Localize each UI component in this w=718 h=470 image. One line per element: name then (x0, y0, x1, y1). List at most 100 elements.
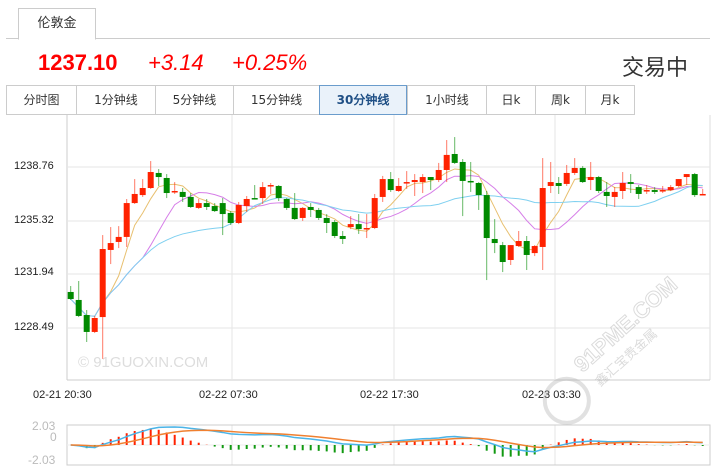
x-tick-label: 02-21 20:30 (33, 389, 92, 401)
candle-up (411, 180, 418, 183)
macd-tick-label: -2.03 (28, 453, 56, 467)
ma20-line (70, 184, 703, 317)
candle-down (67, 291, 74, 300)
trading-status: 交易中 (622, 56, 689, 81)
candle-down (483, 195, 490, 239)
candle-down (187, 196, 194, 207)
candle-up (379, 179, 386, 197)
candle-down (459, 161, 466, 181)
period-tab-day[interactable]: 日k (486, 85, 535, 115)
candle-down (595, 177, 602, 191)
candle-down (691, 174, 698, 196)
candle-down (499, 245, 506, 263)
candle-up (195, 203, 202, 208)
candle-down (203, 203, 210, 207)
period-tab-1min[interactable]: 1分钟线 (76, 85, 155, 115)
candle-down (211, 206, 218, 212)
candle-up (123, 203, 130, 237)
candle-down (75, 299, 82, 316)
candle-up (563, 172, 570, 184)
candle-up (147, 172, 154, 189)
y-tick-label: 1231.94 (14, 266, 54, 278)
candle-down (651, 190, 658, 192)
candle-down (291, 207, 298, 220)
candle-down (427, 177, 434, 181)
candle-down (307, 206, 314, 210)
ma10-line (70, 175, 703, 317)
candle-up (675, 179, 682, 186)
candle-up (139, 188, 146, 196)
watermark-91pme-logo: 91PME.COM 鑫汇宝贵金属 (542, 271, 683, 425)
x-tick-label: 02-23 03:30 (522, 389, 581, 401)
macd-dea-line (70, 429, 703, 449)
candle-up (243, 198, 250, 207)
candle-up (99, 249, 106, 318)
candle-up (659, 190, 666, 192)
price-change: +3.14 (148, 50, 204, 75)
candle-up (171, 190, 178, 193)
period-tab-15min[interactable]: 15分钟线 (233, 85, 319, 115)
candle-down (475, 182, 482, 196)
price-change-percent: +0.25% (232, 50, 308, 75)
y-tick-label: 1228.49 (14, 321, 54, 333)
period-tab-30min[interactable]: 30分钟线 (319, 85, 407, 115)
candle-down (627, 182, 634, 184)
macd-tick-label: 0 (50, 430, 57, 444)
candle-down (227, 212, 234, 223)
candle-down (315, 209, 322, 218)
y-tick-label: 1238.76 (14, 160, 54, 172)
candle-down (339, 235, 346, 239)
last-price: 1237.10 (38, 50, 118, 75)
candle-down (555, 182, 562, 186)
candle-down (331, 222, 338, 236)
candle-down (491, 238, 498, 244)
candle-down (179, 191, 186, 197)
candle-up (395, 185, 402, 191)
period-tab-month[interactable]: 月k (585, 85, 635, 115)
candle-up (363, 227, 370, 230)
candle-down (83, 315, 90, 332)
candle-down (283, 198, 290, 208)
candle-up (435, 169, 442, 181)
candle-up (611, 191, 618, 197)
candle-down (579, 167, 586, 183)
candle-down (467, 180, 474, 183)
candle-up (619, 182, 626, 191)
period-tab-5min[interactable]: 5分钟线 (155, 85, 233, 115)
candle-down (163, 177, 170, 194)
candle-up (91, 317, 98, 332)
candle-up (371, 198, 378, 228)
candle-down (323, 217, 330, 223)
y-tick-label: 1235.32 (14, 214, 54, 226)
candle-down (603, 191, 610, 197)
candle-up (419, 177, 426, 183)
candle-up (699, 193, 706, 196)
candle-up (683, 174, 690, 178)
candle-down (635, 187, 642, 194)
candle-up (107, 243, 114, 250)
candle-up (515, 241, 522, 247)
macd-dif-line (70, 426, 703, 453)
tab-london-gold[interactable]: 伦敦金 (18, 8, 96, 40)
period-tab-1hour[interactable]: 1小时线 (407, 85, 486, 115)
candle-down (219, 203, 226, 215)
candle-up (443, 154, 450, 170)
period-tab-week[interactable]: 周k (535, 85, 585, 115)
candle-up (259, 187, 266, 199)
candle-down (251, 198, 258, 200)
candle-up (531, 246, 538, 254)
period-tab-timeshare[interactable]: 分时图 (6, 85, 76, 115)
candle-down (523, 241, 530, 255)
x-tick-label: 02-22 07:30 (199, 389, 258, 401)
candle-up (571, 167, 578, 173)
candle-down (355, 224, 362, 230)
candle-up (131, 193, 138, 204)
watermark-91guoxin: © 91GUOXIN.COM (78, 354, 208, 371)
period-tabs: 分时图 1分钟线 5分钟线 15分钟线 30分钟线 1小时线 日k 周k 月k (6, 85, 635, 115)
candle-up (667, 187, 674, 191)
candle-up (347, 224, 354, 228)
candle-up (115, 236, 122, 242)
candle-down (387, 179, 394, 191)
macd-tick-label: 2.03 (32, 419, 56, 433)
